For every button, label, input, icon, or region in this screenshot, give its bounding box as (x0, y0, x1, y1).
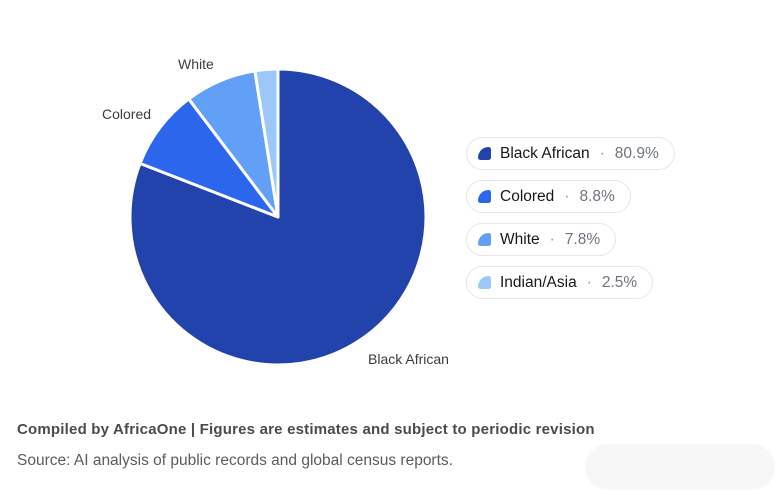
legend-separator: · (549, 231, 555, 248)
watermark-blob (585, 444, 775, 490)
legend-item-label: Indian/Asia (500, 274, 577, 291)
legend-item-colored[interactable]: Colored · 8.8% (466, 180, 631, 213)
pie-swatch-icon (478, 147, 491, 160)
pie-callout-black-african: Black African (368, 351, 449, 367)
legend-item-label: Black African (500, 145, 590, 162)
legend: Black African · 80.9% Colored · 8.8% Whi… (466, 137, 675, 299)
legend-separator: · (564, 188, 570, 205)
legend-item-value: 80.9% (614, 145, 659, 162)
legend-item-value: 2.5% (601, 274, 638, 291)
legend-separator: · (599, 145, 605, 162)
legend-item-label: Colored (500, 188, 555, 205)
legend-item-value: 7.8% (564, 231, 601, 248)
pie-callout-white: White (178, 56, 214, 72)
pie-chart-svg (128, 67, 428, 367)
pie-slice-colored (138, 97, 280, 219)
pie-slice-indian-asia (253, 67, 280, 219)
pie-swatch-icon (478, 276, 491, 289)
legend-item-white[interactable]: White · 7.8% (466, 223, 617, 256)
pie-swatch-icon (478, 190, 491, 203)
legend-separator: · (586, 274, 592, 291)
legend-item-label: White (500, 231, 540, 248)
legend-item-black-african[interactable]: Black African · 80.9% (466, 137, 675, 170)
legend-item-value: 8.8% (579, 188, 615, 205)
pie-callout-colored: Colored (102, 106, 152, 122)
legend-item-indian-asia[interactable]: Indian/Asia · 2.5% (466, 266, 654, 299)
footer-compiled-by: Compiled by AfricaOne | Figures are esti… (17, 421, 595, 438)
pie-swatch-icon (478, 233, 491, 246)
footer-source: Source: AI analysis of public records an… (17, 452, 453, 469)
